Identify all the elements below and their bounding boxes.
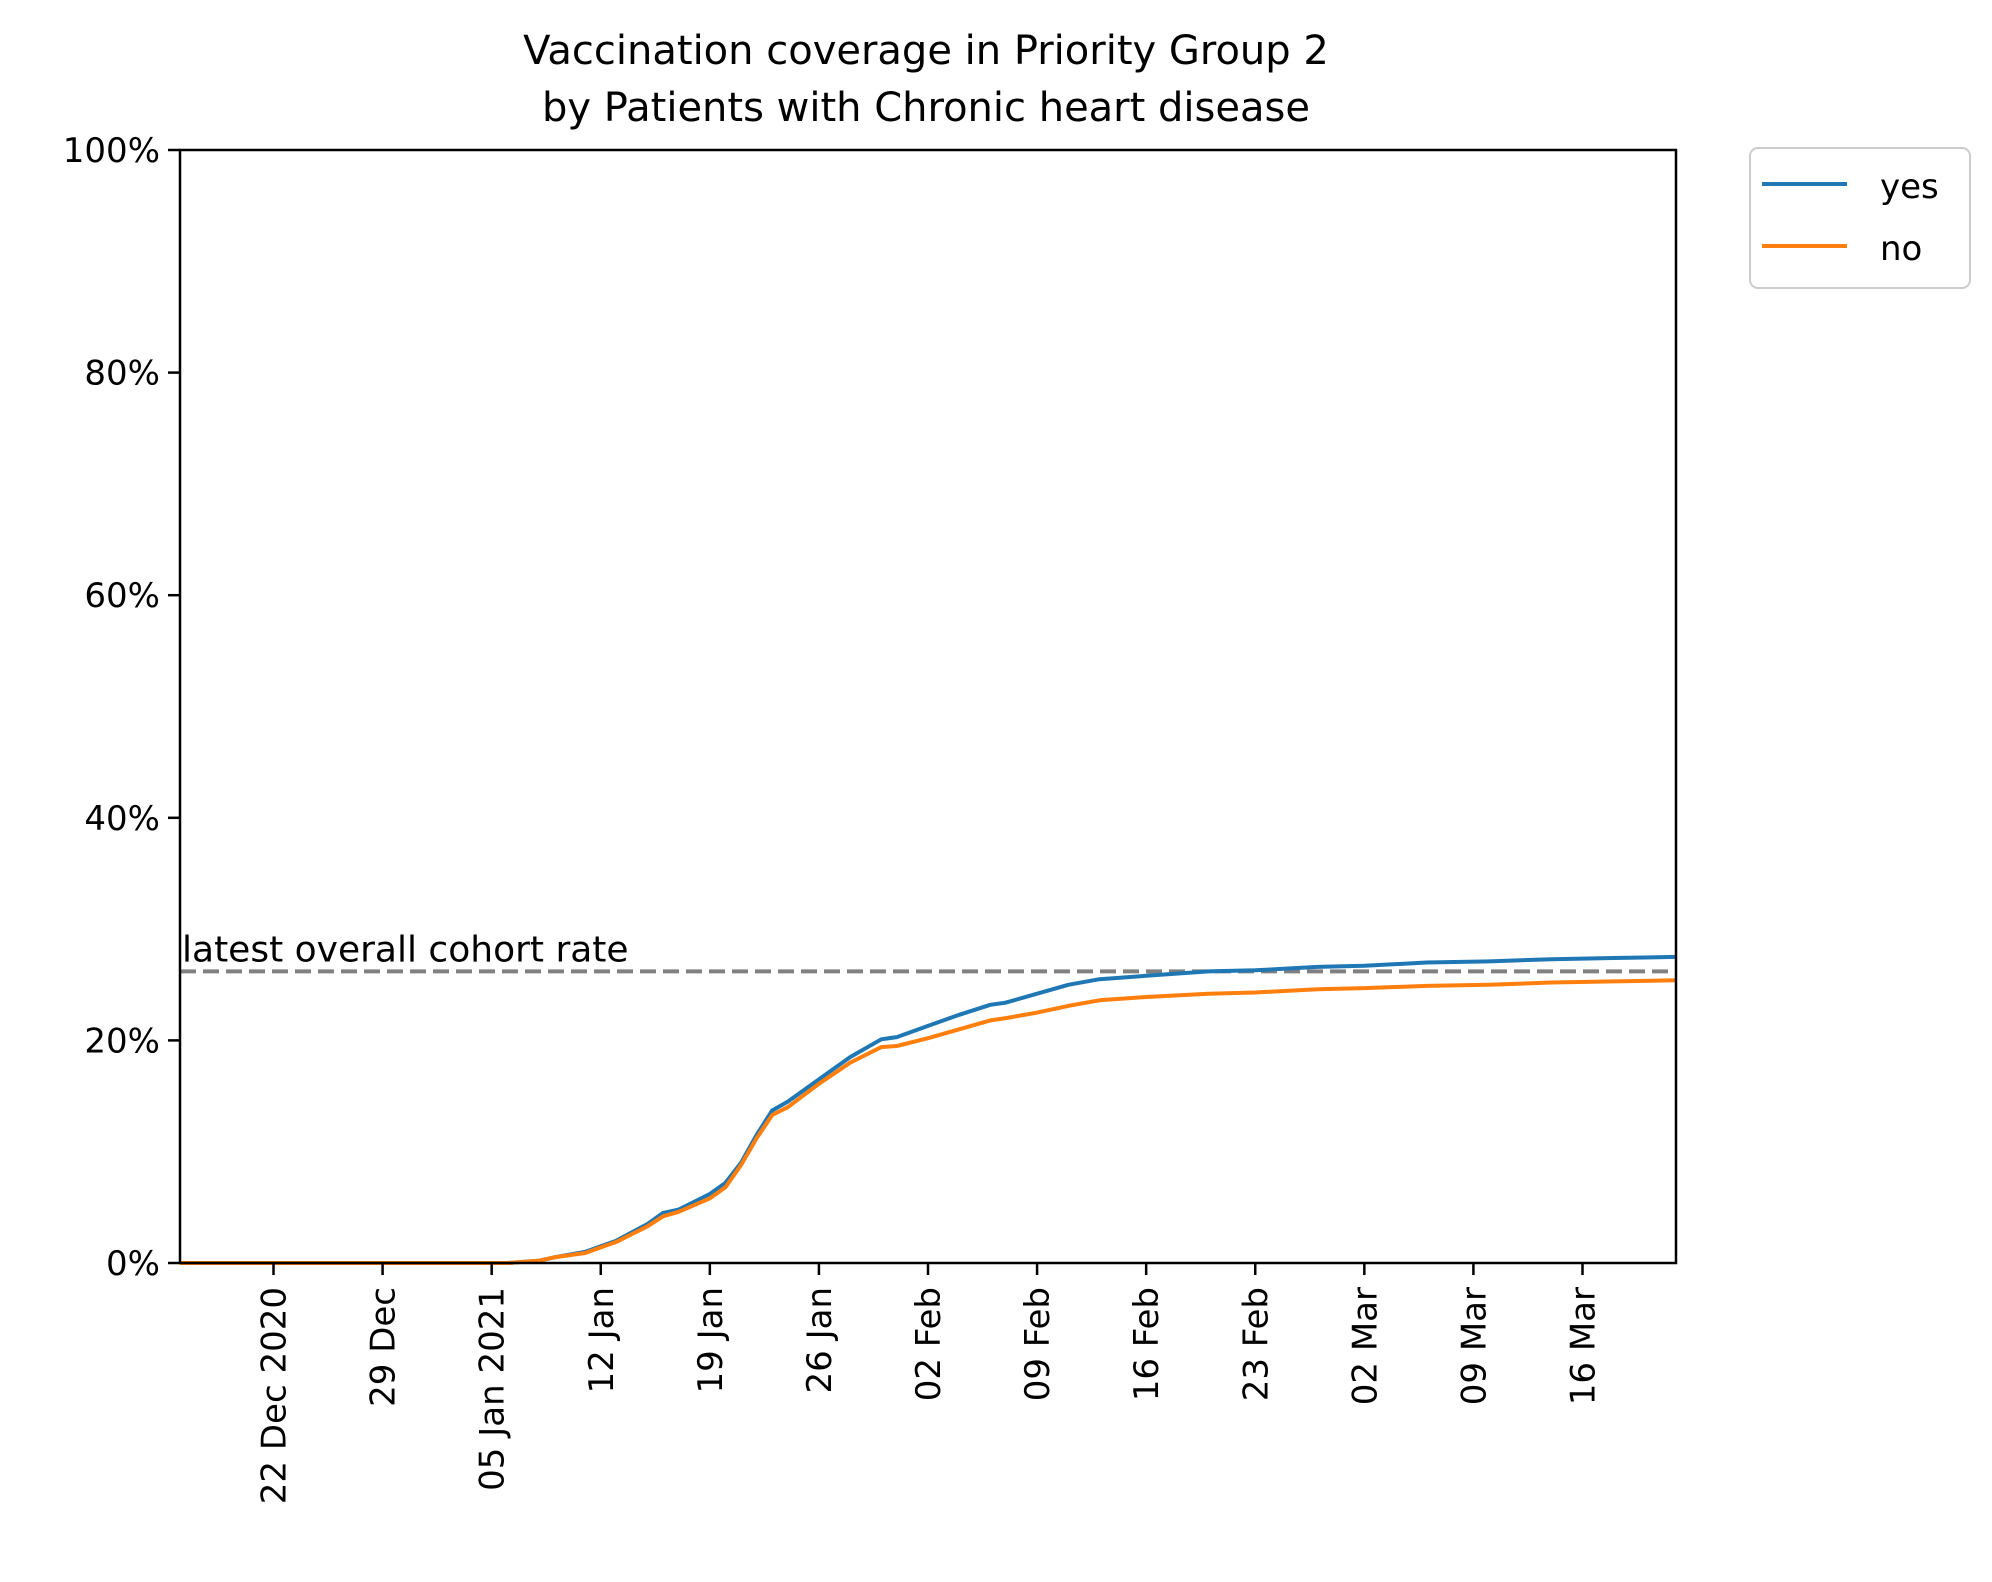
x-tick-label: 09 Feb (1018, 1287, 1058, 1401)
legend-yes-label: yes (1880, 167, 1939, 207)
x-tick-label: 12 Jan (582, 1287, 622, 1393)
y-tick-label: 0% (106, 1244, 160, 1284)
y-tick-label: 100% (63, 131, 160, 171)
x-tick-label: 16 Feb (1127, 1287, 1167, 1401)
x-tick-label: 16 Mar (1564, 1287, 1604, 1405)
y-tick-label: 20% (84, 1021, 160, 1061)
x-tick-label: 19 Jan (691, 1287, 731, 1393)
y-tick-label: 80% (84, 354, 160, 394)
series-line-no (180, 978, 1677, 1265)
y-tick-label: 60% (84, 576, 160, 616)
x-tick-label: 09 Mar (1454, 1287, 1494, 1405)
legend-no-label: no (1880, 229, 1922, 269)
x-tick-label: 23 Feb (1236, 1287, 1276, 1401)
plot-area: latest overall cohort rate 0% 20% 40% 60% 80%… (63, 131, 1678, 1504)
x-tick-label: 02 Feb (909, 1287, 949, 1401)
chart-title-line-1: Vaccination coverage in Priority Group 2 (523, 28, 1329, 74)
x-tick-label: 22 Dec 2020 (255, 1287, 295, 1504)
legend: yes no (1749, 147, 1971, 289)
chart-title: Vaccination coverage in Priority Group 2… (523, 28, 1329, 131)
x-tick-label: 26 Jan (800, 1287, 840, 1393)
chart-title-line-2: by Patients with Chronic heart disease (542, 85, 1310, 131)
x-tick-label: 29 Dec (364, 1287, 404, 1407)
x-tick-label: 02 Mar (1345, 1287, 1385, 1405)
reference-line-label: latest overall cohort rate (182, 929, 629, 970)
y-tick-label: 40% (84, 799, 160, 839)
x-tick-label: 05 Jan 2021 (473, 1287, 513, 1491)
